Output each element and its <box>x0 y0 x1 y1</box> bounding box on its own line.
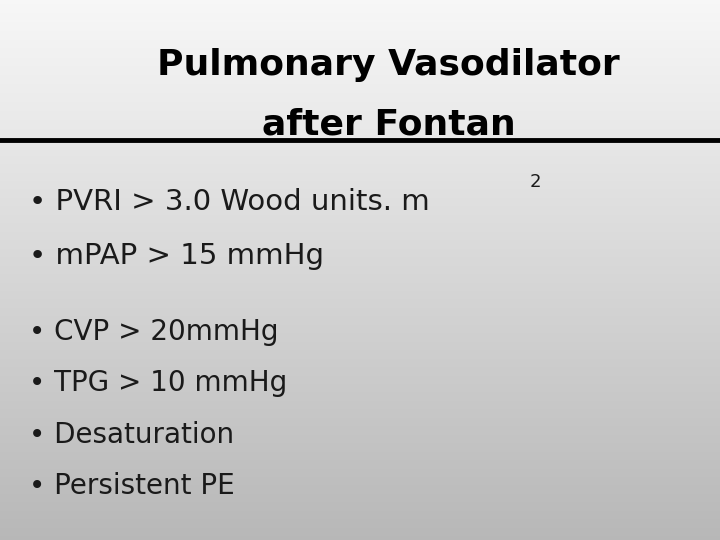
Text: • Persistent PE: • Persistent PE <box>29 472 235 500</box>
Text: • CVP > 20mmHg: • CVP > 20mmHg <box>29 318 279 346</box>
Text: Pulmonary Vasodilator: Pulmonary Vasodilator <box>158 48 620 82</box>
Text: after Fontan: after Fontan <box>262 107 516 141</box>
Text: 2: 2 <box>529 173 541 191</box>
Text: • Desaturation: • Desaturation <box>29 421 234 449</box>
Text: • PVRI > 3.0 Wood units. m: • PVRI > 3.0 Wood units. m <box>29 188 430 217</box>
Text: • mPAP > 15 mmHg: • mPAP > 15 mmHg <box>29 242 324 271</box>
Text: • TPG > 10 mmHg: • TPG > 10 mmHg <box>29 369 287 397</box>
